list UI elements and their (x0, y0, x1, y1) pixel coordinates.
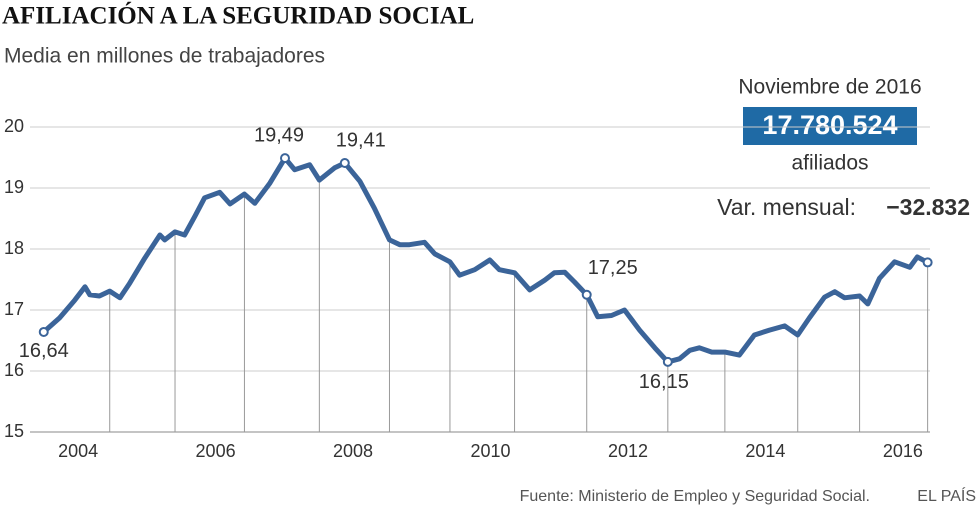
chart-title: AFILIACIÓN A LA SEGURIDAD SOCIAL (2, 2, 474, 30)
data-label: 16,15 (639, 371, 689, 393)
data-label: 17,25 (588, 257, 638, 279)
highlight-point (339, 157, 350, 168)
publisher: EL PAÍS (917, 486, 976, 505)
x-tick-label: 2010 (470, 441, 510, 461)
x-tick-label: 2016 (883, 441, 923, 461)
data-label: 19,41 (336, 129, 386, 151)
y-tick-label: 15 (4, 421, 24, 441)
series-line (41, 155, 931, 365)
data-label: 16,64 (19, 340, 69, 362)
latest-unit: afiliados (791, 152, 868, 175)
y-tick-label: 16 (4, 360, 24, 380)
highlight-point (38, 326, 49, 337)
data-label: 19,49 (254, 124, 304, 146)
x-tick-label: 2008 (333, 441, 373, 461)
y-tick-label: 20 (4, 116, 24, 136)
x-tick-label: 2012 (608, 441, 648, 461)
x-tick-label: 2004 (58, 441, 98, 461)
highlight-point (922, 257, 933, 268)
y-tick-label: 19 (4, 177, 24, 197)
highlight-point (662, 356, 673, 367)
latest-value: 17.780.524 (762, 110, 897, 140)
source: Fuente: Ministerio de Empleo y Seguridad… (520, 488, 870, 505)
y-tick-label: 18 (4, 238, 24, 258)
x-tick-label: 2006 (196, 441, 236, 461)
y-tick-label: 17 (4, 299, 24, 319)
highlight-point (279, 153, 290, 164)
chart-subtitle: Media en millones de trabajadores (4, 45, 325, 68)
latest-period: Noviembre de 2016 (738, 76, 921, 99)
highlight-point (581, 289, 592, 300)
x-tick-label: 2014 (745, 441, 785, 461)
latest-value-box (743, 107, 917, 145)
change-value: −32.832 (886, 194, 970, 220)
change-label: Var. mensual: (717, 194, 856, 220)
